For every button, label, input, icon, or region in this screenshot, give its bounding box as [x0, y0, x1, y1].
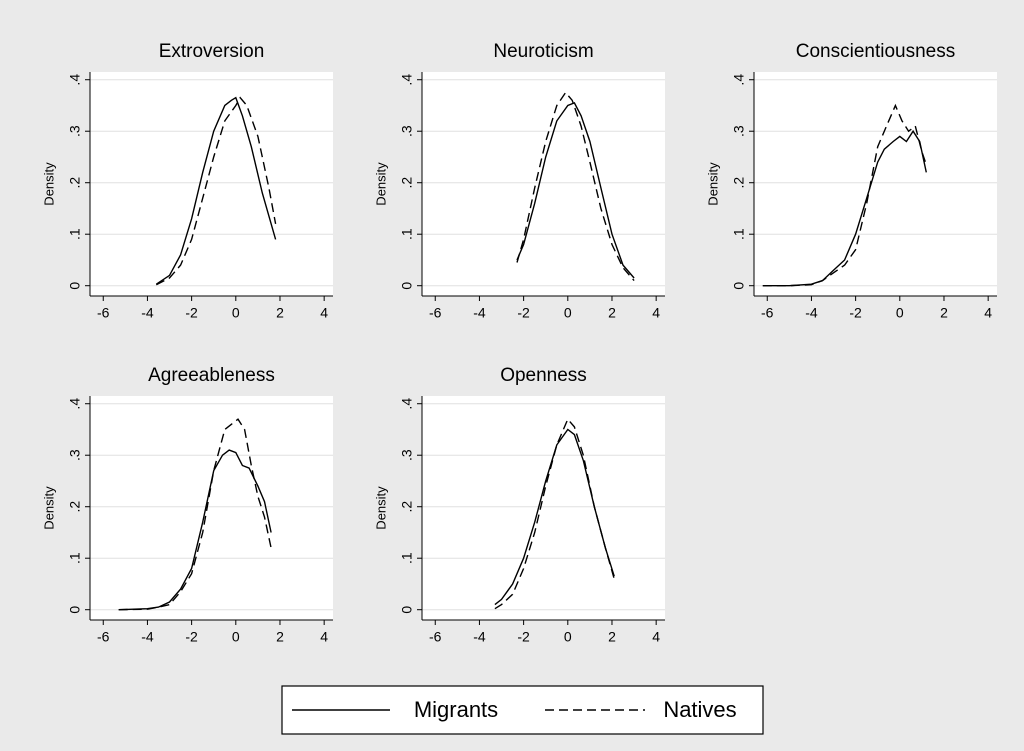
- density-line: [155, 96, 277, 286]
- y-tick-label: .4: [731, 74, 747, 86]
- x-tick-label: 4: [652, 629, 660, 645]
- plot-area: [422, 396, 665, 620]
- x-tick-label: 2: [276, 305, 284, 321]
- x-tick-label: -6: [429, 629, 442, 645]
- y-tick-label: .1: [67, 228, 83, 240]
- panel-title: Conscientiousness: [796, 41, 955, 62]
- y-tick-label: .4: [399, 74, 415, 86]
- x-tick-label: -4: [141, 305, 154, 321]
- y-axis-label: Density: [41, 486, 56, 530]
- y-tick-label: .3: [67, 125, 83, 137]
- y-tick-label: .1: [731, 228, 747, 240]
- y-tick-label: .1: [399, 228, 415, 240]
- panel-title: Neuroticism: [493, 41, 593, 62]
- x-tick-label: -6: [761, 305, 774, 321]
- density-line: [516, 91, 635, 282]
- y-tick-label: .1: [67, 552, 83, 564]
- y-tick-label: .2: [399, 177, 415, 189]
- x-tick-label: 2: [608, 629, 616, 645]
- density-line: [762, 129, 927, 287]
- y-tick-label: .2: [67, 501, 83, 513]
- y-tick-label: .4: [399, 398, 415, 410]
- plot-area: [90, 396, 333, 620]
- x-tick-label: -4: [473, 629, 486, 645]
- x-tick-label: 0: [232, 629, 240, 645]
- x-tick-label: -4: [141, 629, 154, 645]
- density-line: [762, 103, 927, 287]
- x-tick-label: 4: [320, 305, 328, 321]
- x-tick-label: -2: [517, 305, 530, 321]
- y-axis-label: Density: [41, 162, 56, 206]
- y-axis-label: Density: [373, 162, 388, 206]
- y-tick-label: .2: [67, 177, 83, 189]
- y-tick-label: .2: [731, 177, 747, 189]
- x-tick-label: -4: [473, 305, 486, 321]
- x-tick-label: 4: [652, 305, 660, 321]
- y-tick-label: .4: [67, 74, 83, 86]
- y-tick-label: 0: [399, 606, 415, 614]
- density-line: [118, 418, 272, 611]
- x-tick-label: 4: [984, 305, 992, 321]
- y-tick-label: 0: [67, 282, 83, 290]
- x-tick-label: 2: [940, 305, 948, 321]
- y-tick-label: .4: [67, 398, 83, 410]
- x-tick-label: 0: [564, 305, 572, 321]
- legend-label: Migrants: [414, 697, 498, 722]
- x-tick-label: -4: [805, 305, 818, 321]
- x-tick-label: -2: [849, 305, 862, 321]
- plot-area: [422, 72, 665, 296]
- panel-title: Openness: [500, 365, 587, 386]
- y-tick-label: .1: [399, 552, 415, 564]
- legend-label: Natives: [663, 697, 736, 722]
- x-tick-label: 2: [608, 305, 616, 321]
- y-tick-label: .3: [399, 449, 415, 461]
- y-axis-label: Density: [705, 162, 720, 206]
- x-tick-label: -6: [429, 305, 442, 321]
- x-tick-label: 4: [320, 629, 328, 645]
- x-tick-label: 2: [276, 629, 284, 645]
- density-line: [155, 96, 277, 285]
- x-tick-label: -6: [97, 305, 110, 321]
- x-tick-label: -2: [517, 629, 530, 645]
- y-tick-label: .3: [67, 449, 83, 461]
- x-tick-label: -2: [185, 629, 198, 645]
- x-tick-label: 0: [896, 305, 904, 321]
- panel-title: Extroversion: [159, 41, 265, 62]
- x-tick-label: 0: [564, 629, 572, 645]
- y-tick-label: 0: [399, 282, 415, 290]
- density-line: [516, 102, 635, 279]
- y-tick-label: .2: [399, 501, 415, 513]
- density-line: [494, 417, 615, 610]
- y-tick-label: .3: [731, 125, 747, 137]
- x-tick-label: -6: [97, 629, 110, 645]
- plot-area: [754, 72, 997, 296]
- panel-title: Agreeableness: [148, 365, 275, 386]
- y-tick-label: 0: [67, 606, 83, 614]
- y-tick-label: .3: [399, 125, 415, 137]
- plot-area: [90, 72, 333, 296]
- x-tick-label: 0: [232, 305, 240, 321]
- y-tick-label: 0: [731, 282, 747, 290]
- y-axis-label: Density: [373, 486, 388, 530]
- x-tick-label: -2: [185, 305, 198, 321]
